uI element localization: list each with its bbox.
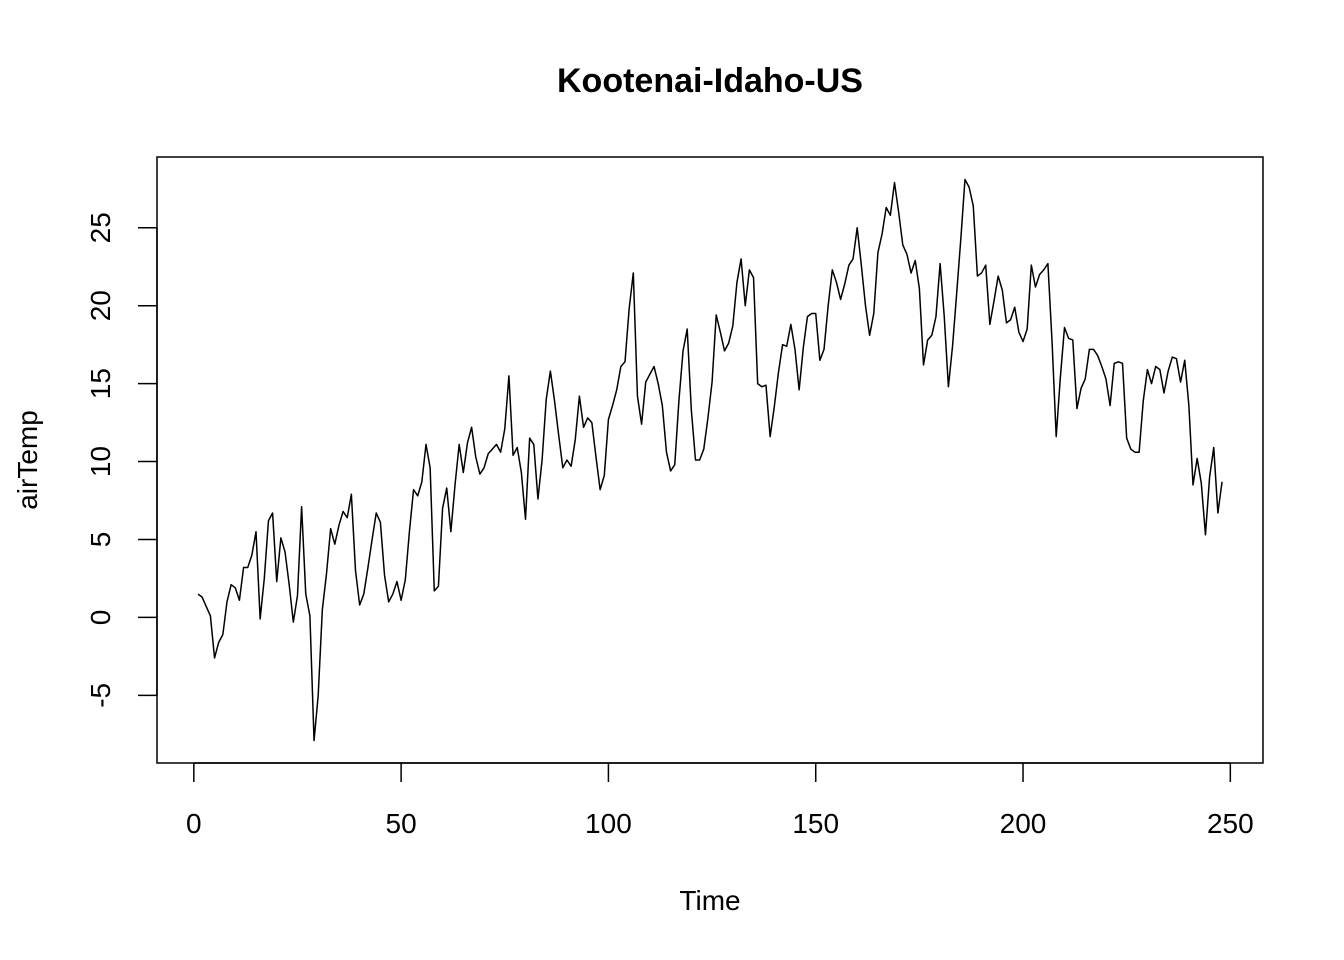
- data-line: [197, 178, 1223, 742]
- x-tick-label: 100: [585, 808, 632, 839]
- y-tick-label: -5: [85, 683, 116, 708]
- x-tick-label: 250: [1207, 808, 1254, 839]
- y-tick-label: 5: [85, 532, 116, 548]
- y-tick-label: 20: [85, 290, 116, 321]
- chart-title: Kootenai-Idaho-US: [557, 62, 863, 100]
- x-axis-label: Time: [679, 885, 740, 916]
- y-tick-label: 10: [85, 446, 116, 477]
- y-tick-label: 25: [85, 212, 116, 243]
- x-tick-label: 150: [792, 808, 839, 839]
- y-tick-label: 0: [85, 610, 116, 626]
- x-tick-label: 50: [386, 808, 417, 839]
- y-axis-label: airTemp: [12, 410, 43, 510]
- x-tick-label: 200: [1000, 808, 1047, 839]
- x-tick-label: 0: [186, 808, 202, 839]
- y-tick-label: 15: [85, 368, 116, 399]
